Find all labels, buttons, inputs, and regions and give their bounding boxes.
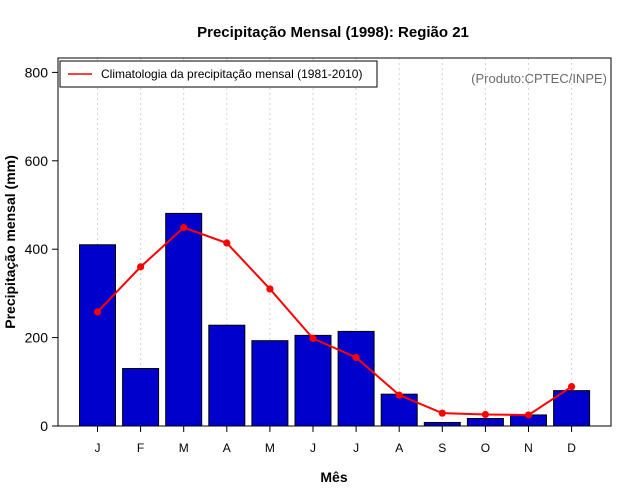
x-tick-label: S [438, 441, 446, 455]
climatology-point [223, 239, 231, 247]
plot-frame [57, 57, 612, 427]
bar [122, 368, 160, 427]
y-tick-label: 800 [25, 64, 49, 80]
x-tick-label: J [95, 441, 101, 455]
bar [79, 244, 116, 427]
climatology-point [568, 383, 576, 391]
y-axis-label: Precipitação mensal (mm) [2, 155, 18, 329]
bar [337, 330, 375, 427]
bar [251, 340, 289, 427]
y-tick-label: 400 [25, 241, 49, 257]
bar [466, 417, 504, 427]
x-tick-label: O [481, 441, 490, 455]
bar [294, 334, 332, 427]
x-tick-label: M [265, 441, 275, 455]
y-tick-label: 200 [25, 330, 49, 346]
x-tick-label: J [353, 441, 359, 455]
x-tick-label: J [310, 441, 316, 455]
climatology-point [395, 391, 403, 399]
bar [380, 393, 418, 427]
y-tick-label: 0 [40, 418, 48, 434]
legend: Climatologia da precipitação mensal (198… [59, 60, 378, 88]
climatology-point [481, 410, 489, 419]
climatology-point [438, 409, 446, 417]
bar [423, 421, 461, 427]
legend-label: Climatologia da precipitação mensal (198… [101, 67, 362, 81]
bar [165, 212, 203, 427]
legend-box [59, 60, 378, 88]
climatology-point [352, 353, 360, 362]
climatology-point [180, 223, 188, 232]
climatology-series [93, 223, 576, 419]
x-tick-label: F [137, 441, 144, 455]
climatology-line [96, 226, 573, 416]
x-tick-label: A [223, 441, 231, 455]
climatology-point [266, 285, 274, 293]
bar-series [79, 212, 591, 427]
bar [208, 324, 246, 427]
chart-title: Precipitação Mensal (1998): Região 21 [197, 24, 469, 41]
x-axis-label: Mês [320, 469, 347, 485]
climatology-point [309, 334, 317, 343]
climatology-point [137, 263, 145, 271]
y-tick-label: 600 [25, 153, 49, 169]
climatology-point [93, 308, 102, 316]
x-tick-label: N [524, 441, 533, 455]
climatology-point [524, 411, 533, 419]
x-tick-label: M [179, 441, 189, 455]
x-tick-label: D [567, 441, 576, 455]
x-tick-label: A [395, 441, 403, 455]
product-credit: (Produto:CPTEC/INPE) [471, 71, 607, 86]
y-axis: 0 200 400 600 800 [25, 64, 58, 434]
